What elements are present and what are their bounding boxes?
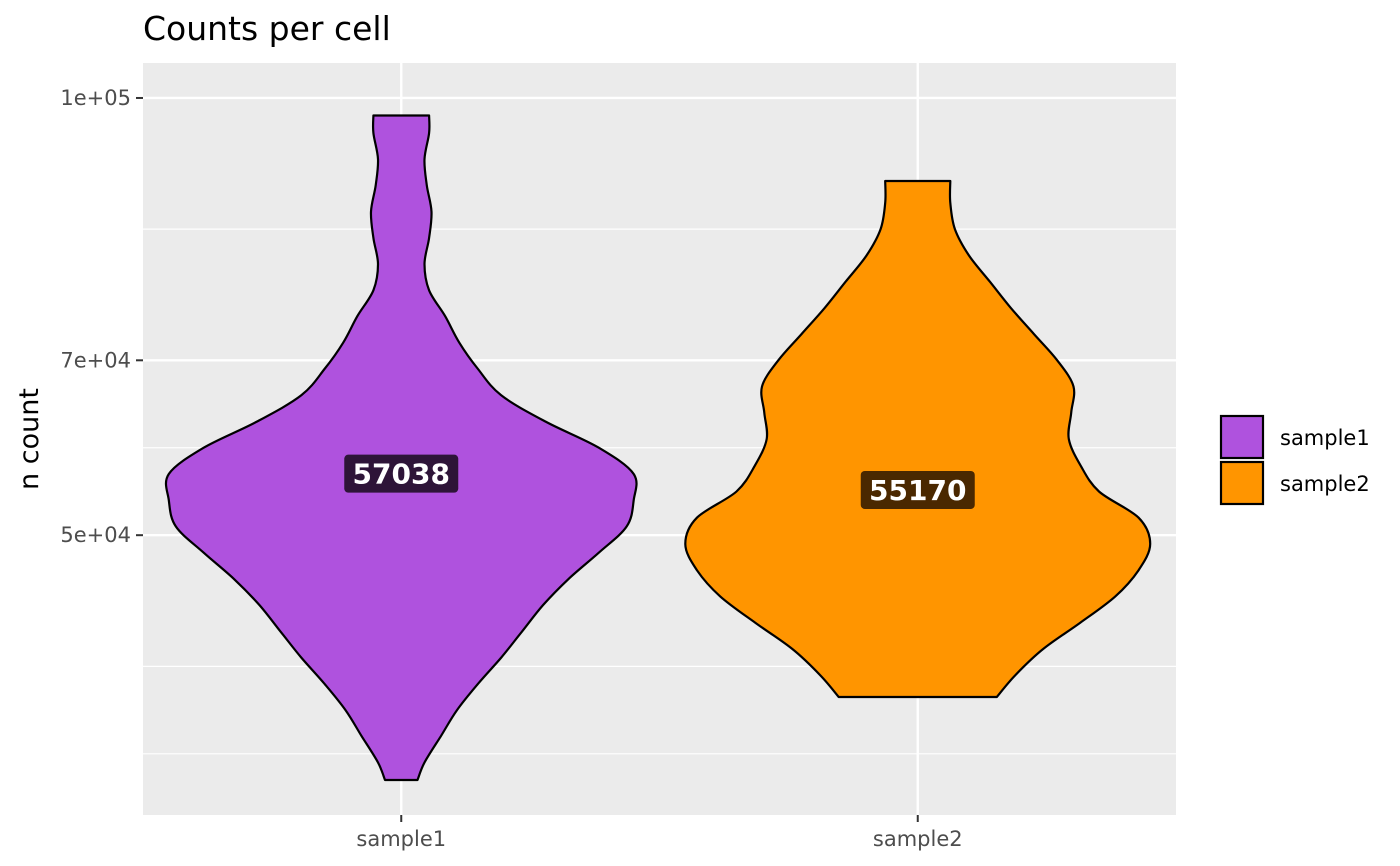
y-axis: 5e+04 7e+04 1e+05 [60,86,143,547]
y-tick-label: 1e+05 [60,86,131,110]
median-label-sample1: 57038 [353,458,450,491]
x-tick-label: sample1 [356,827,446,851]
legend-label: sample1 [1280,426,1370,450]
violin-sample2 [684,179,1152,699]
chart-title: Counts per cell [143,9,391,48]
y-tick-label: 5e+04 [60,523,131,547]
legend-key-sample1 [1219,414,1265,460]
median-label-bg [344,454,459,493]
violins [164,114,1152,782]
median-label-bg [860,470,975,509]
x-tick-label: sample2 [873,827,963,851]
y-axis-title: n count [14,388,45,490]
violin-sample1 [164,114,638,782]
y-tick-label: 7e+04 [60,348,131,372]
x-axis: sample1 sample2 [356,815,963,851]
legend-label: sample2 [1280,472,1370,496]
median-label-sample2: 55170 [869,474,966,507]
legend: sample1 sample2 [1219,414,1370,506]
median-labels: 57038 55170 [344,454,975,509]
legend-key-sample2 [1219,460,1265,506]
